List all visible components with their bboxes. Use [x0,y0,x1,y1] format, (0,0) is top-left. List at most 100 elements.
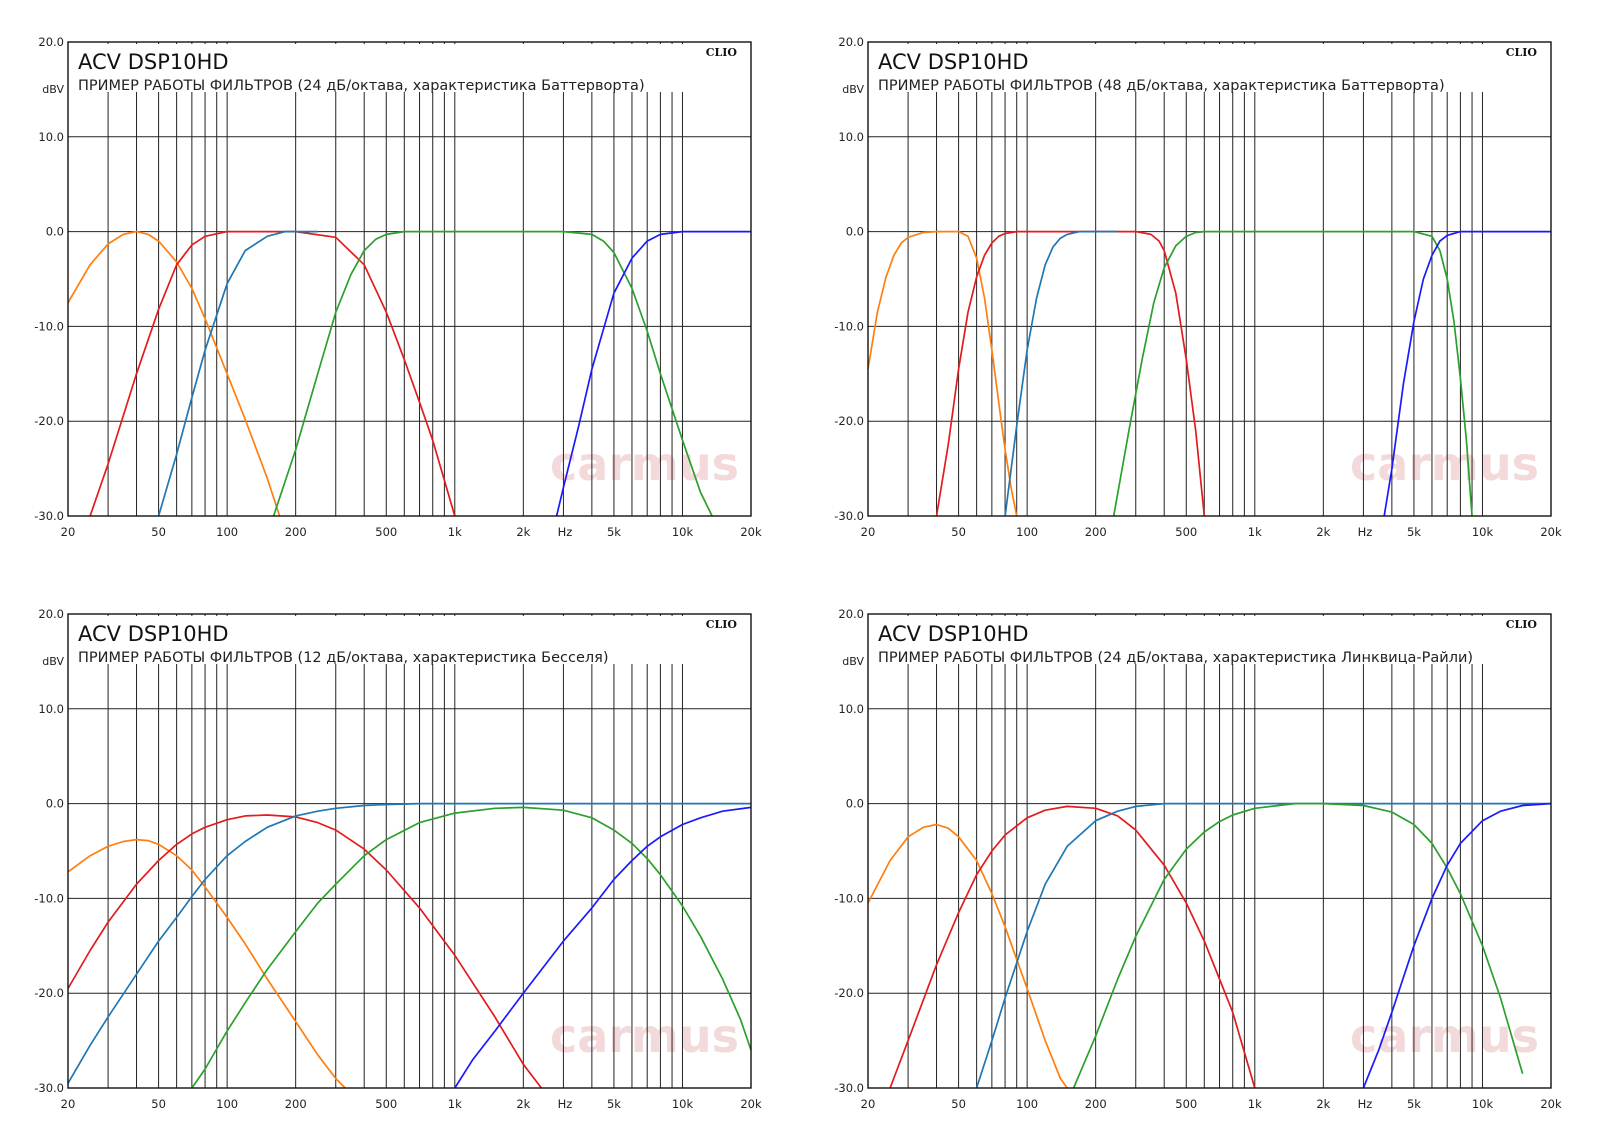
series-line-5 [555,230,751,517]
x-tick-label: 20k [740,525,762,539]
x-tick-label: 1k [448,525,462,539]
x-axis-unit-label: Hz [558,1097,573,1111]
y-tick-label: -20.0 [34,414,64,428]
x-tick-label: 10k [1472,1097,1494,1111]
title-background [870,616,1490,664]
y-axis-label: dBV [842,655,864,668]
x-tick-label: 50 [951,1097,966,1111]
watermark: carmus [550,1009,739,1063]
series-line-5 [454,806,752,1089]
x-tick-label: 100 [1016,525,1038,539]
brand-background [1499,44,1547,62]
watermark: carmus [550,437,739,491]
chart-title: ACV DSP10HD [878,622,1029,646]
x-tick-label: 20 [861,1097,876,1111]
series-line-2 [889,805,1256,1089]
x-tick-label: 2k [516,525,530,539]
series-line-2 [89,230,456,517]
y-tick-label: -20.0 [834,986,864,1000]
x-axis-unit-label: Hz [558,525,573,539]
y-axis-label: dBV [42,83,64,96]
chart-subtitle: ПРИМЕР РАБОТЫ ФИЛЬТРОВ (48 дБ/октава, ха… [878,78,1445,94]
chart-subtitle: ПРИМЕР РАБОТЫ ФИЛЬТРОВ (24 дБ/октава, ха… [78,78,645,94]
y-tick-label: 10.0 [38,702,64,716]
series-line-4 [272,230,713,517]
y-tick-label: 0.0 [846,225,864,239]
y-tick-label: -30.0 [34,1081,64,1095]
watermark: carmus [1350,1009,1539,1063]
x-tick-label: 1k [1248,1097,1262,1111]
y-tick-label: 0.0 [46,797,64,811]
x-tick-label: 200 [285,1097,307,1111]
series-line-4 [1112,230,1473,517]
series-line-4 [191,806,752,1089]
series-line-2 [67,814,543,1089]
x-tick-label: 5k [1407,1097,1421,1111]
grid [68,614,751,1088]
x-tick-label: 500 [375,1097,397,1111]
y-tick-label: 10.0 [838,130,864,144]
x-tick-label: 2k [516,1097,530,1111]
chart-panel-2: carmus ACV DSP10HD ПРИМЕР РАБОТЫ ФИЛЬТРОВ … [820,30,1562,550]
x-tick-label: 100 [1016,1097,1038,1111]
chart-panel-3: carmus ACV DSP10HD ПРИМЕР РАБОТЫ ФИЛЬТРОВ … [20,602,762,1122]
x-tick-label: 1k [1248,525,1262,539]
x-tick-label: 20k [1540,1097,1562,1111]
y-tick-label: -30.0 [834,1081,864,1095]
y-tick-label: -20.0 [34,986,64,1000]
series-line-3 [1004,230,1118,517]
series-line-3 [67,802,751,1084]
x-tick-label: 500 [1175,525,1197,539]
x-axis-unit-label: Hz [1358,525,1373,539]
x-tick-label: 20 [861,525,876,539]
brand-label: CLIO [706,618,738,631]
series-line-2 [935,230,1206,517]
x-tick-label: 5k [607,525,621,539]
plot-frame [867,613,1552,1089]
plot-area [68,614,751,1088]
series-line-1 [67,230,281,517]
y-tick-label: 0.0 [46,225,64,239]
brand-label: CLIO [706,46,738,59]
x-tick-label: 20k [740,1097,762,1111]
watermark: carmus [1350,437,1539,491]
x-tick-label: 500 [375,525,397,539]
y-tick-label: -10.0 [34,319,64,333]
brand-label: CLIO [1506,46,1538,59]
x-tick-label: 100 [216,1097,238,1111]
y-tick-label: -10.0 [834,891,864,905]
plot-frame [867,41,1552,517]
chart-panel-1: carmus ACV DSP10HD ПРИМЕР РАБОТЫ ФИЛЬТРОВ … [20,30,762,550]
x-tick-label: 1k [448,1097,462,1111]
brand-background [1499,616,1547,634]
x-tick-label: 2k [1316,1097,1330,1111]
series-line-3 [975,802,1551,1089]
y-tick-label: -30.0 [34,509,64,523]
chart-title: ACV DSP10HD [878,50,1029,74]
series-line-5 [1362,802,1552,1089]
brand-label: CLIO [1506,618,1538,631]
plot-frame [67,613,752,1089]
x-tick-label: 5k [1407,525,1421,539]
x-tick-label: 2k [1316,525,1330,539]
series-line-1 [867,230,1018,517]
x-tick-label: 200 [1085,1097,1107,1111]
title-background [870,44,1490,92]
plot-frame [67,41,752,517]
grid [868,614,1551,1088]
chart-title: ACV DSP10HD [78,622,229,646]
x-tick-label: 50 [951,525,966,539]
brand-background [699,616,747,634]
y-tick-label: -20.0 [834,414,864,428]
series-line-1 [867,823,1068,1089]
x-tick-label: 20k [1540,525,1562,539]
y-tick-label: 10.0 [838,702,864,716]
y-tick-label: 10.0 [38,130,64,144]
y-tick-label: -10.0 [834,319,864,333]
x-tick-label: 10k [672,525,694,539]
y-tick-label: 20.0 [838,35,864,49]
y-tick-label: 20.0 [838,607,864,621]
x-tick-label: 50 [151,525,166,539]
y-tick-label: -30.0 [834,509,864,523]
x-tick-label: 20 [61,525,76,539]
